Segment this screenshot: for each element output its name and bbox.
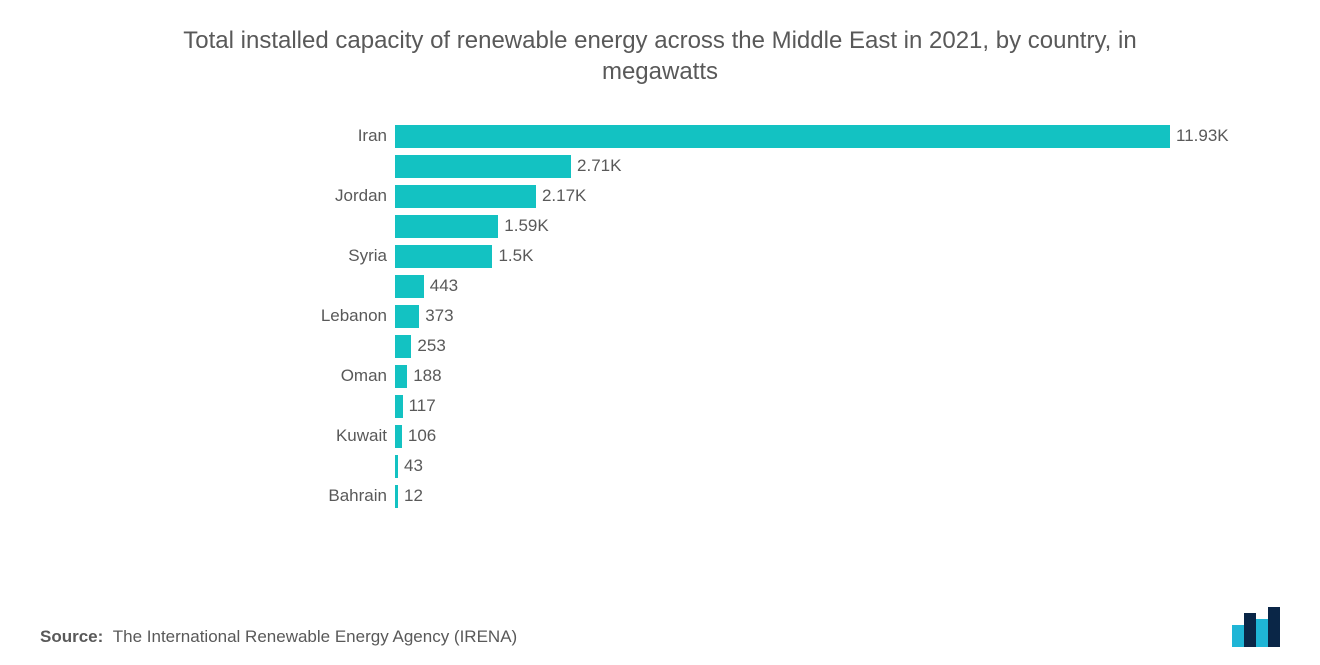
bar-row: 1.59K	[40, 211, 1280, 241]
data-label: 2.71K	[571, 156, 621, 176]
source-line: Source: The International Renewable Ener…	[40, 627, 517, 647]
bar	[395, 425, 402, 448]
source-prefix: Source:	[40, 627, 103, 646]
bar	[395, 245, 492, 268]
bar-row: 443	[40, 271, 1280, 301]
bar-row: Oman 188	[40, 361, 1280, 391]
y-axis-label: Jordan	[40, 186, 395, 206]
y-axis-label: Lebanon	[40, 306, 395, 326]
data-label: 2.17K	[536, 186, 586, 206]
chart-container: Total installed capacity of renewable en…	[0, 0, 1320, 665]
data-label: 12	[398, 486, 423, 506]
bar-row: Syria 1.5K	[40, 241, 1280, 271]
bar-row: 253	[40, 331, 1280, 361]
bar-cell: 253	[395, 331, 1280, 361]
bar-cell: 2.17K	[395, 181, 1280, 211]
bar-chart: Iran 11.93K 2.71K Jordan 2.17K 1.59K Syria 1.5K…	[40, 121, 1280, 599]
bar-cell: 2.71K	[395, 151, 1280, 181]
bar-cell: 117	[395, 391, 1280, 421]
bar-cell: 188	[395, 361, 1280, 391]
data-label: 1.5K	[492, 246, 533, 266]
chart-footer: Source: The International Renewable Ener…	[40, 607, 1280, 647]
bar	[395, 155, 571, 178]
data-label: 11.93K	[1170, 126, 1229, 146]
bar	[395, 305, 419, 328]
bar-row: Kuwait 106	[40, 421, 1280, 451]
data-label: 43	[398, 456, 423, 476]
bar-cell: 443	[395, 271, 1280, 301]
bar	[395, 395, 403, 418]
bar-row: Jordan 2.17K	[40, 181, 1280, 211]
bar	[395, 335, 411, 358]
y-axis-label: Kuwait	[40, 426, 395, 446]
y-axis-label: Iran	[40, 126, 395, 146]
data-label: 253	[411, 336, 445, 356]
bar-row: 2.71K	[40, 151, 1280, 181]
logo-icon	[1232, 607, 1280, 647]
bar-row: 117	[40, 391, 1280, 421]
bar-cell: 12	[395, 481, 1280, 511]
y-axis-label: Bahrain	[40, 486, 395, 506]
data-label: 188	[407, 366, 441, 386]
data-label: 443	[424, 276, 458, 296]
bar	[395, 125, 1170, 148]
data-label: 106	[402, 426, 436, 446]
bar-row: 43	[40, 451, 1280, 481]
bar-row: Lebanon 373	[40, 301, 1280, 331]
y-axis-label: Oman	[40, 366, 395, 386]
bar-row: Iran 11.93K	[40, 121, 1280, 151]
bar-cell: 1.5K	[395, 241, 1280, 271]
chart-title: Total installed capacity of renewable en…	[130, 26, 1190, 87]
bar-cell: 106	[395, 421, 1280, 451]
y-axis-label: Syria	[40, 246, 395, 266]
source-text: The International Renewable Energy Agenc…	[113, 627, 517, 646]
data-label: 1.59K	[498, 216, 548, 236]
brand-logo	[1232, 607, 1280, 647]
data-label: 117	[403, 396, 436, 416]
bar	[395, 215, 498, 238]
bar	[395, 365, 407, 388]
bar-cell: 1.59K	[395, 211, 1280, 241]
bar	[395, 185, 536, 208]
bar	[395, 275, 424, 298]
bar-cell: 11.93K	[395, 121, 1280, 151]
bar-row: Bahrain12	[40, 481, 1280, 511]
bar-cell: 373	[395, 301, 1280, 331]
data-label: 373	[419, 306, 453, 326]
bar-cell: 43	[395, 451, 1280, 481]
